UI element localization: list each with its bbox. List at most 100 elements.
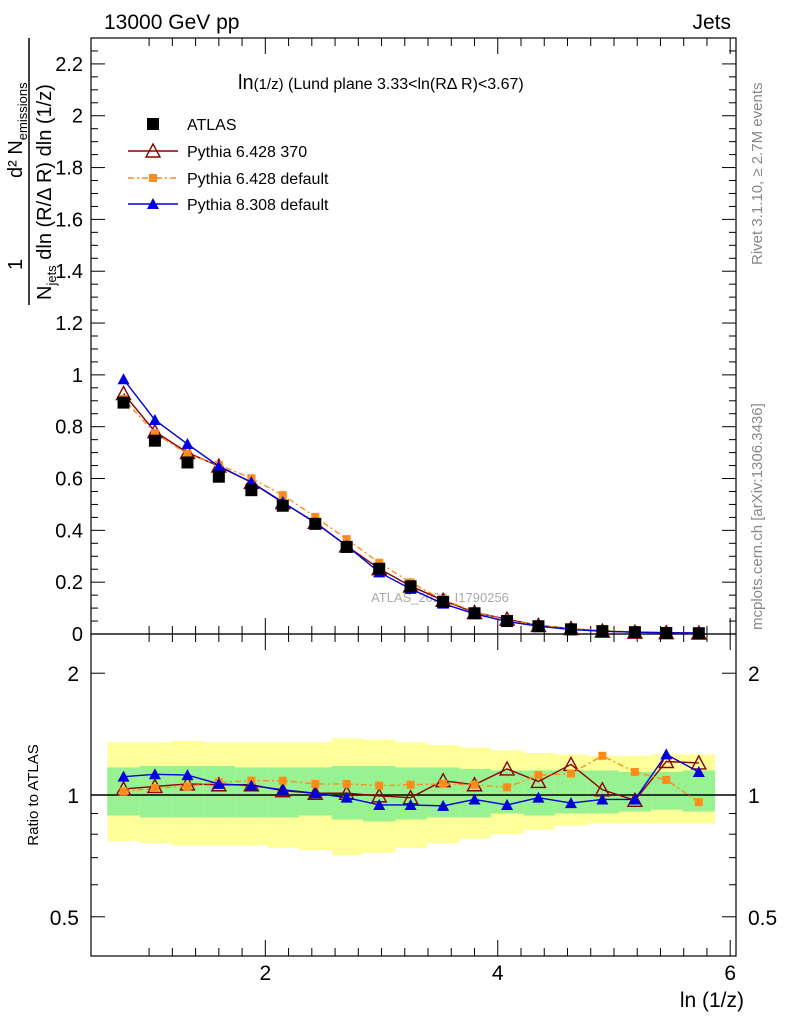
stat-band: [362, 765, 396, 822]
data-point: [150, 784, 159, 793]
series-pythia-8-308-default: [117, 748, 705, 811]
data-point: [532, 620, 545, 633]
y-tick-label: 0.4: [55, 520, 83, 542]
data-point: [148, 434, 161, 447]
data-point: [150, 429, 159, 438]
data-point: [181, 438, 194, 450]
stat-band: [203, 765, 236, 818]
data-point: [404, 580, 417, 593]
data-point: [662, 775, 671, 784]
data-point: [468, 793, 481, 805]
data-point: [340, 791, 353, 803]
y-tick-label: 2.2: [55, 54, 83, 76]
data-point: [212, 460, 225, 472]
data-point: [564, 797, 577, 809]
data-point: [501, 798, 514, 810]
plot-title: ln(1/z) (Lund plane 3.33<ln(RΔ R)<3.67): [238, 72, 524, 94]
data-point: [117, 396, 130, 409]
upper-axes: 0 0.2 0.4 0.6 0.8 1 1.2 1.4 1.6 1.8 2 2.2: [55, 38, 736, 646]
data-point: [183, 782, 192, 791]
data-point: [309, 517, 322, 530]
data-point: [148, 413, 161, 425]
series-atlas: [117, 396, 705, 640]
legend: ATLAS Pythia 6.428 370 Pythia 6.428 defaul…: [128, 117, 329, 214]
data-point: [596, 793, 609, 805]
legend-marker: [144, 142, 162, 158]
data-point: [470, 780, 479, 789]
data-point: [342, 779, 351, 788]
data-point: [148, 768, 161, 780]
data-point: [404, 798, 417, 810]
y-tick-label: 0: [72, 624, 83, 646]
data-point: [692, 765, 705, 777]
stat-band: [459, 768, 491, 818]
legend-marker: [149, 174, 157, 182]
data-point: [276, 499, 289, 512]
ratio-y-tick-label-right: 2: [748, 663, 760, 686]
data-point: [117, 373, 130, 385]
stat-band: [618, 771, 652, 812]
legend-label: Pythia 8.308 default: [187, 197, 329, 214]
data-point: [564, 623, 577, 636]
data-point: [598, 751, 607, 760]
x-tick-label: 4: [492, 962, 504, 985]
data-point: [181, 769, 194, 781]
y-tick-label: 1.4: [55, 261, 83, 283]
data-point: [530, 773, 547, 789]
y-tick-label: 0.6: [55, 469, 83, 491]
y-tick-label: 0.8: [55, 417, 83, 439]
data-point: [340, 540, 353, 553]
legend-entry: Pythia 8.308 default: [128, 197, 329, 214]
data-point: [117, 770, 130, 782]
data-point: [276, 783, 289, 795]
data-point: [373, 562, 386, 575]
legend-label: Pythia 6.428 370: [187, 144, 307, 161]
data-point: [534, 771, 543, 780]
ratio-y-tick-label-right: 0.5: [748, 907, 777, 930]
data-point: [119, 787, 128, 796]
stat-band: [395, 767, 427, 820]
data-point: [309, 787, 322, 799]
data-point: [630, 767, 639, 776]
data-point: [311, 779, 320, 788]
data-point: [437, 595, 450, 608]
data-point: [660, 626, 673, 639]
data-point: [212, 777, 225, 789]
mcplots-note: mcplots.cern.ch [arXiv:1306.3436]: [749, 403, 766, 630]
lower-axes: 0.5 0.5 1 1 2 2 2 4 6: [50, 634, 777, 985]
stat-band: [235, 767, 268, 818]
data-point: [566, 769, 575, 778]
data-point: [181, 456, 194, 469]
data-point: [183, 450, 192, 459]
data-point: [468, 607, 481, 620]
ratio-y-tick-label: 0.5: [50, 907, 79, 930]
series-pythia-6-428-default: [119, 751, 703, 807]
data-point: [692, 627, 705, 640]
data-point: [628, 793, 641, 805]
data-point: [342, 535, 351, 544]
data-point: [596, 625, 609, 638]
y-tick-label: 2: [72, 106, 83, 128]
header-left-label: 13000 GeV pp: [104, 11, 239, 34]
data-point: [660, 748, 673, 760]
data-point: [532, 791, 545, 803]
legend-label: Pythia 6.428 default: [187, 171, 329, 188]
upper-y-axis-title: 1 d² Nemissions Njets dln (R/Δ R) dln (1…: [5, 38, 59, 305]
lower-ylabel: Ratio to ATLAS: [25, 744, 42, 845]
data-point: [406, 780, 415, 789]
data-point: [439, 779, 448, 788]
rivet-version-note: Rivet 3.1.10, ≥ 2.7M events: [749, 83, 766, 266]
ratio-y-tick-label-right: 1: [748, 785, 760, 808]
y-tick-label: 1.2: [55, 313, 83, 335]
y-tick-label: 0.2: [55, 572, 83, 594]
x-tick-label: 6: [724, 962, 736, 985]
data-point: [694, 798, 703, 807]
legend-marker: [147, 198, 159, 209]
y-tick-label: 1: [72, 365, 83, 387]
ratio-y-tick-label: 2: [67, 663, 79, 686]
legend-entry: Pythia 6.428 370: [128, 142, 307, 161]
data-point: [278, 776, 287, 785]
ratio-series: [115, 748, 707, 811]
header-right-label: Jets: [692, 11, 731, 34]
